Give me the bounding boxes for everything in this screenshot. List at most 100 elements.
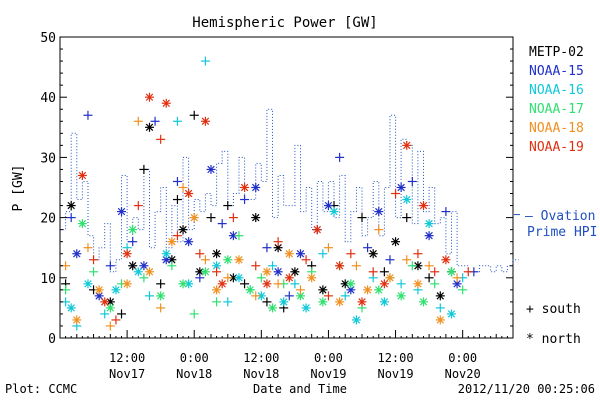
- south-marker: [172, 176, 182, 186]
- marker-stroke: [128, 262, 137, 270]
- x-axis: 12:00 Nov17 0:00 Nov18 12:00 Nov18 0:00 Nov19 12…: [59, 330, 514, 381]
- south-marker: [396, 279, 406, 289]
- marker-stroke: [442, 256, 450, 264]
- north-marker: [402, 140, 412, 150]
- marker-stroke: [414, 262, 422, 270]
- north-marker: [128, 261, 138, 271]
- south-marker: [340, 291, 350, 301]
- south-marker: [407, 176, 417, 186]
- north-marker: [83, 279, 93, 289]
- south-marker: [402, 255, 412, 265]
- marker-stroke: [84, 280, 92, 288]
- south-marker: [262, 297, 272, 307]
- south-marker: [105, 321, 115, 331]
- marker-stroke: [162, 249, 170, 258]
- marker-stroke: [279, 298, 288, 306]
- x-axis-label: Date and Time: [253, 382, 347, 396]
- marker-stroke: [302, 304, 310, 312]
- north-marker: [295, 249, 305, 259]
- marker-stroke: [67, 201, 75, 210]
- marker-stroke: [123, 249, 131, 258]
- marker-stroke: [235, 256, 243, 264]
- marker-stroke: [358, 298, 366, 306]
- south-marker: [435, 303, 445, 313]
- marker-stroke: [397, 183, 405, 192]
- x-tick-time: 0:00: [314, 351, 343, 365]
- marker-stroke: [218, 280, 226, 288]
- south-marker: [323, 243, 333, 253]
- marker-stroke: [447, 268, 456, 276]
- north-marker: [100, 297, 110, 307]
- south-marker: [273, 237, 283, 247]
- south-marker: [83, 110, 93, 120]
- marker-stroke: [224, 256, 232, 264]
- north-marker: [307, 273, 317, 283]
- south-marker: [273, 279, 283, 289]
- legend-entry: NOAA-18: [529, 121, 584, 136]
- north-marker: [66, 201, 76, 211]
- marker-stroke: [201, 117, 210, 126]
- south-marker: [385, 255, 395, 265]
- south-marker: [195, 249, 205, 259]
- north-marker: [446, 267, 456, 277]
- south-marker: [424, 261, 434, 271]
- north-marker: [396, 291, 406, 301]
- marker-stroke: [95, 286, 103, 294]
- south-marker: [458, 285, 468, 295]
- south-marker: [430, 267, 440, 277]
- marker-stroke: [419, 201, 428, 210]
- north-marker: [184, 237, 194, 247]
- x-tick-time: 12:00: [377, 351, 413, 365]
- south-marker: [234, 231, 244, 241]
- legend-model-line2: Prime HPI: [527, 225, 597, 240]
- north-marker: [419, 201, 429, 211]
- marker-stroke: [162, 99, 170, 107]
- north-marker: [217, 279, 227, 289]
- south-marker: [357, 213, 367, 223]
- marker-stroke: [363, 286, 372, 294]
- legend: METP-02 NOAA-15 NOAA-16 NOAA-17 NOAA-18 NOAA-…: [514, 45, 597, 347]
- marker-stroke: [78, 171, 87, 180]
- marker-stroke: [335, 262, 344, 270]
- north-marker: [144, 92, 154, 102]
- marker-stroke: [240, 183, 249, 192]
- south-marker: [351, 261, 361, 271]
- north-marker: [385, 273, 395, 283]
- y-tick-label: 20: [40, 212, 56, 227]
- marker-stroke: [268, 304, 277, 312]
- south-marker: [290, 279, 300, 289]
- north-marker: [424, 231, 434, 241]
- marker-stroke: [190, 213, 198, 222]
- y-tick-label: 40: [40, 91, 56, 106]
- south-marker: [139, 273, 149, 283]
- marker-stroke: [274, 243, 282, 252]
- north-marker: [357, 297, 367, 307]
- marker-stroke: [117, 207, 126, 216]
- south-marker: [391, 189, 401, 199]
- north-marker: [212, 249, 222, 259]
- marker-stroke: [168, 256, 176, 264]
- marker-stroke: [330, 207, 338, 216]
- north-marker: [144, 122, 154, 132]
- south-marker: [206, 213, 216, 223]
- south-marker: [240, 195, 250, 205]
- marker-stroke: [134, 268, 143, 276]
- south-marker: [268, 261, 278, 271]
- south-marker: [89, 255, 99, 265]
- south-marker: [262, 243, 272, 253]
- ovation-series-line: [60, 108, 519, 273]
- north-marker: [133, 267, 143, 277]
- marker-stroke: [341, 280, 349, 288]
- south-marker: [217, 219, 227, 229]
- legend-entry: NOAA-17: [529, 102, 584, 117]
- south-marker: [363, 243, 373, 253]
- south-marker: [66, 213, 76, 223]
- y-tick-label: 10: [40, 272, 56, 287]
- north-marker: [66, 303, 76, 313]
- south-marker: [105, 261, 115, 271]
- south-marker: [172, 195, 182, 205]
- north-marker: [72, 249, 82, 259]
- north-marker: [251, 213, 261, 223]
- marker-stroke: [101, 298, 109, 306]
- south-marker: [100, 309, 110, 319]
